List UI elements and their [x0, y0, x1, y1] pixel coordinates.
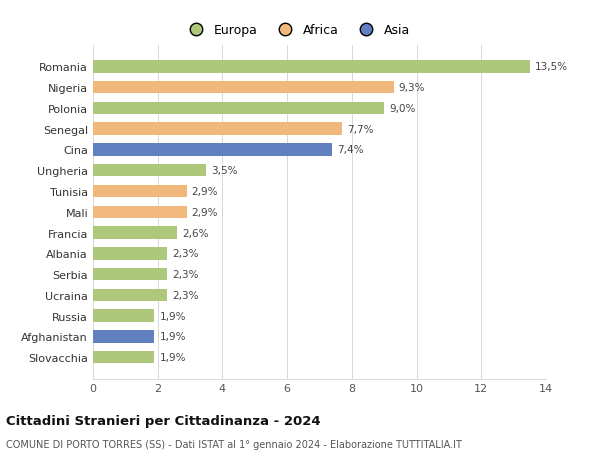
Bar [93, 123, 342, 135]
Text: COMUNE DI PORTO TORRES (SS) - Dati ISTAT al 1° gennaio 2024 - Elaborazione TUTTI: COMUNE DI PORTO TORRES (SS) - Dati ISTAT… [6, 440, 462, 449]
Text: 7,7%: 7,7% [347, 124, 374, 134]
Bar [93, 227, 177, 239]
Text: 1,9%: 1,9% [160, 353, 186, 362]
Text: 2,3%: 2,3% [172, 249, 199, 259]
Bar [93, 247, 167, 260]
Text: Cittadini Stranieri per Cittadinanza - 2024: Cittadini Stranieri per Cittadinanza - 2… [6, 414, 320, 428]
Bar [93, 165, 206, 177]
Legend: Europa, Africa, Asia: Europa, Africa, Asia [179, 19, 415, 42]
Bar [93, 102, 384, 115]
Text: 2,3%: 2,3% [172, 269, 199, 280]
Bar [93, 144, 332, 157]
Text: 9,0%: 9,0% [389, 104, 415, 114]
Text: 2,3%: 2,3% [172, 290, 199, 300]
Text: 1,9%: 1,9% [160, 331, 186, 341]
Bar [93, 289, 167, 302]
Bar [93, 310, 154, 322]
Text: 2,9%: 2,9% [191, 207, 218, 217]
Text: 9,3%: 9,3% [399, 83, 425, 93]
Text: 7,4%: 7,4% [337, 145, 364, 155]
Text: 2,9%: 2,9% [191, 186, 218, 196]
Bar [93, 206, 187, 218]
Bar [93, 185, 187, 198]
Text: 1,9%: 1,9% [160, 311, 186, 321]
Text: 2,6%: 2,6% [182, 228, 208, 238]
Bar [93, 61, 530, 73]
Bar [93, 330, 154, 343]
Bar [93, 268, 167, 280]
Text: 13,5%: 13,5% [535, 62, 568, 72]
Bar [93, 82, 394, 94]
Bar [93, 351, 154, 364]
Text: 3,5%: 3,5% [211, 166, 238, 176]
